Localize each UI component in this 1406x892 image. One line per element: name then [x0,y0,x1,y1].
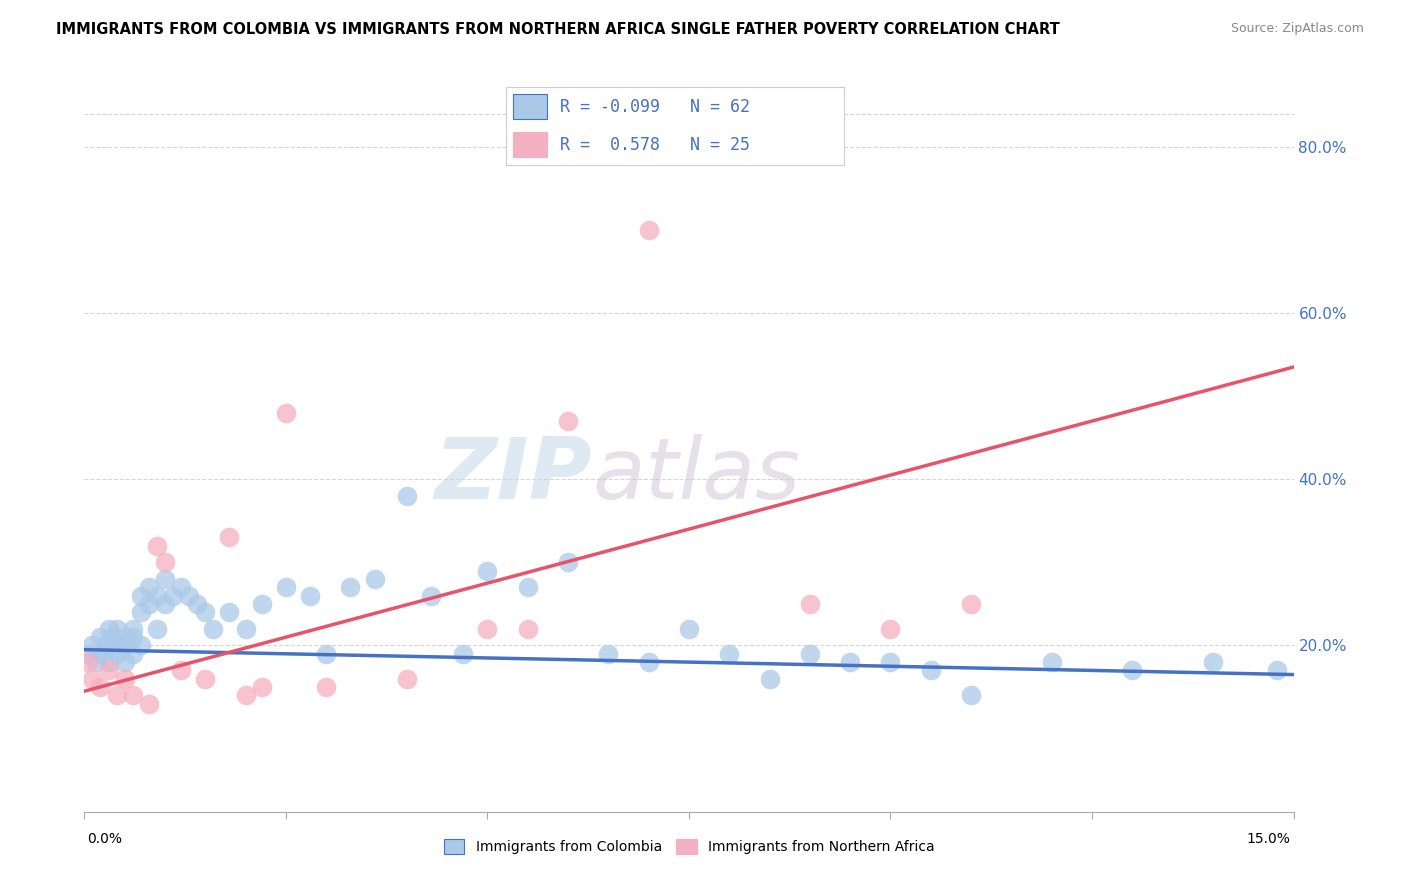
Point [93,639,115,653]
Text: R = -0.099   N = 62: R = -0.099 N = 62 [560,98,751,116]
Text: atlas: atlas [592,434,800,516]
Point [89,680,111,694]
Point [879,655,901,669]
Point [557,555,579,569]
Point [146,589,169,603]
Point [637,655,659,669]
Point [1040,655,1063,669]
Point [82,672,104,686]
Point [1202,655,1225,669]
Point [235,689,257,703]
Point [477,622,499,636]
Point [186,597,208,611]
Point [839,655,862,669]
Bar [513,95,547,120]
Point [598,647,620,661]
Point [129,605,152,619]
Point [153,572,176,586]
Point [960,689,983,703]
Point [170,664,193,678]
Point [315,647,337,661]
Point [202,622,225,636]
Point [138,697,160,711]
Point [920,664,942,678]
Point [218,530,240,544]
Point [250,680,273,694]
Point [129,589,152,603]
Text: ZIP: ZIP [434,434,592,516]
Point [105,622,128,636]
Point [89,647,111,661]
Point [250,597,273,611]
Point [114,672,136,686]
Text: IMMIGRANTS FROM COLOMBIA VS IMMIGRANTS FROM NORTHERN AFRICA SINGLE FATHER POVERT: IMMIGRANTS FROM COLOMBIA VS IMMIGRANTS F… [56,22,1060,37]
Text: Source: ZipAtlas.com: Source: ZipAtlas.com [1230,22,1364,36]
Point [146,539,169,553]
Point [678,622,700,636]
Point [138,580,160,594]
Point [121,689,143,703]
Point [363,572,385,586]
Point [82,639,104,653]
Point [89,630,111,644]
Point [77,655,100,669]
Point [637,223,659,237]
Point [477,564,499,578]
Point [218,605,240,619]
Point [105,689,128,703]
Point [1267,664,1289,678]
Point [86,655,108,669]
Point [105,639,128,653]
Point [121,630,143,644]
Point [299,589,322,603]
Text: 0.0%: 0.0% [87,832,122,846]
Point [718,647,741,661]
Point [315,680,337,694]
Point [97,622,120,636]
Text: R =  0.578   N = 25: R = 0.578 N = 25 [560,136,751,153]
Point [97,639,120,653]
Point [97,655,120,669]
Point [1121,664,1143,678]
Point [138,597,160,611]
Point [121,622,143,636]
Point [557,414,579,428]
Point [114,630,136,644]
Point [516,622,538,636]
Point [395,489,418,503]
Point [758,672,780,686]
Point [235,622,257,636]
Point [179,589,201,603]
Point [170,580,193,594]
Point [194,672,217,686]
Bar [513,132,547,157]
Point [395,672,418,686]
Point [451,647,474,661]
Point [101,630,124,644]
Point [799,597,821,611]
Point [420,589,443,603]
Point [146,622,169,636]
Point [274,406,297,420]
Point [960,597,983,611]
Point [516,580,538,594]
Point [153,597,176,611]
Point [114,655,136,669]
Point [97,664,120,678]
Point [105,647,128,661]
Point [121,647,143,661]
Point [879,622,901,636]
Point [339,580,361,594]
Point [77,647,100,661]
Point [799,647,821,661]
Point [162,589,184,603]
Point [274,580,297,594]
Point [153,555,176,569]
Point [129,639,152,653]
Text: 15.0%: 15.0% [1247,832,1291,846]
Point [194,605,217,619]
Point [114,639,136,653]
Legend: Immigrants from Colombia, Immigrants from Northern Africa: Immigrants from Colombia, Immigrants fro… [439,834,939,860]
